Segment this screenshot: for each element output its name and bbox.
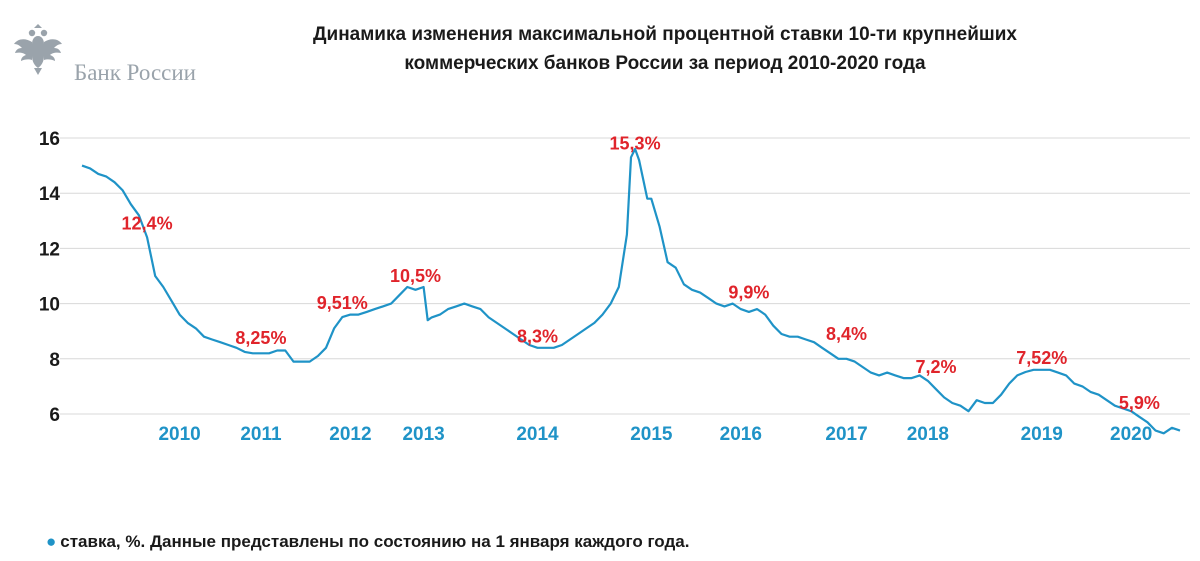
bank-logo: Банк России — [10, 22, 210, 85]
data-label: 12,4% — [122, 213, 173, 233]
year-label: 2013 — [402, 424, 444, 445]
year-label: 2020 — [1110, 424, 1152, 445]
data-label: 7,52% — [1016, 348, 1067, 368]
data-label: 9,51% — [317, 293, 368, 313]
y-tick-label: 14 — [39, 184, 61, 205]
year-label: 2014 — [516, 424, 559, 445]
year-label: 2010 — [158, 424, 200, 445]
data-label: 10,5% — [390, 266, 441, 286]
y-tick-label: 12 — [39, 239, 60, 260]
data-label: 8,3% — [517, 327, 558, 347]
logo-text: Банк России — [74, 60, 196, 85]
data-label: 9,9% — [728, 282, 769, 302]
y-tick-label: 8 — [49, 350, 60, 371]
data-label: 5,9% — [1119, 393, 1160, 413]
y-tick-label: 6 — [49, 405, 60, 426]
chart-title: Динамика изменения максимальной процентн… — [280, 20, 1050, 78]
year-label: 2015 — [630, 424, 673, 445]
y-tick-label: 16 — [39, 129, 60, 150]
double-headed-eagle-icon — [14, 24, 62, 75]
year-label: 2011 — [240, 424, 282, 445]
data-label: 15,3% — [610, 133, 661, 153]
series-legend-marker: ● — [46, 532, 57, 551]
year-label: 2018 — [907, 424, 949, 445]
chart-title-line-2: коммерческих банков России за период 201… — [404, 53, 926, 74]
year-label: 2019 — [1021, 424, 1063, 445]
series-line — [81, 147, 1181, 435]
footnote: ● ставка, %. Данные представлены по состо… — [46, 532, 689, 552]
data-label: 7,2% — [915, 357, 956, 377]
year-label: 2016 — [720, 424, 762, 445]
y-tick-label: 10 — [39, 295, 60, 316]
chart-title-line-1: Динамика изменения максимальной процентн… — [312, 24, 1017, 45]
data-label: 8,25% — [235, 328, 286, 348]
year-label: 2017 — [825, 424, 867, 445]
footnote-text: ставка, %. Данные представлены по состоя… — [60, 532, 690, 551]
year-label: 2012 — [329, 424, 371, 445]
data-label: 8,4% — [826, 324, 867, 344]
